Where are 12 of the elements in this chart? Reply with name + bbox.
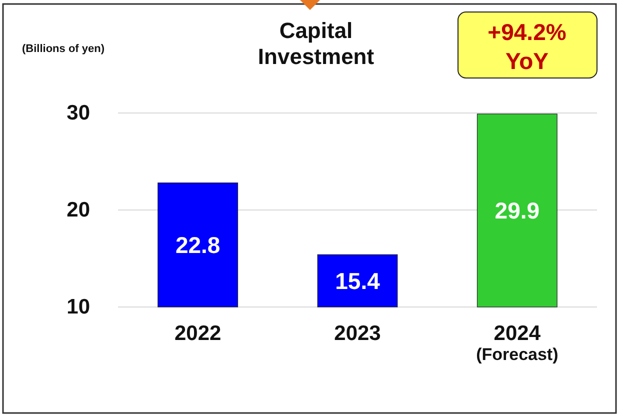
y-axis-title: (Billions of yen) xyxy=(22,43,105,55)
x-tick-label: 2023 xyxy=(334,322,381,345)
y-tick-label: 10 xyxy=(66,296,90,319)
text: +94.2% YoY xyxy=(488,19,566,74)
y-tick-label: 30 xyxy=(66,102,90,125)
data-label: 22.8 xyxy=(175,232,220,258)
data-label: 15.4 xyxy=(335,268,380,294)
y-tick-label: 20 xyxy=(66,198,90,222)
chart-title: Capital Investment xyxy=(258,18,375,69)
x-tick-label: 2024 (Forecast) xyxy=(476,322,558,364)
data-label: 29.9 xyxy=(494,197,540,224)
x-tick-label: 2022 xyxy=(174,322,222,345)
